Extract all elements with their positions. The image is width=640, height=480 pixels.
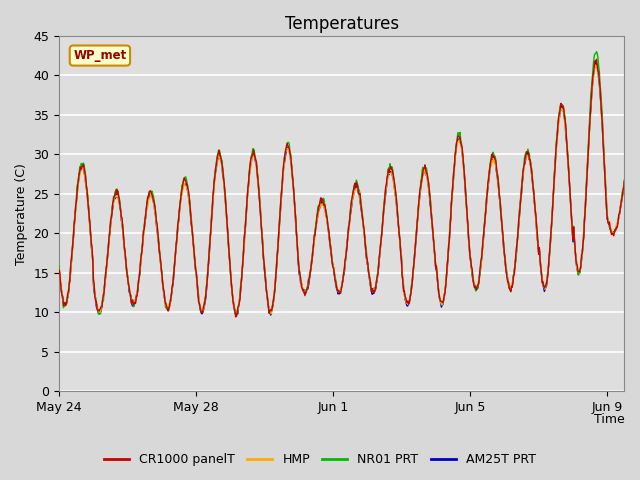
Title: Temperatures: Temperatures bbox=[285, 15, 399, 33]
Text: WP_met: WP_met bbox=[74, 49, 127, 62]
Text: Time: Time bbox=[594, 413, 625, 426]
Legend: CR1000 panelT, HMP, NR01 PRT, AM25T PRT: CR1000 panelT, HMP, NR01 PRT, AM25T PRT bbox=[99, 448, 541, 471]
Y-axis label: Temperature (C): Temperature (C) bbox=[15, 163, 28, 264]
